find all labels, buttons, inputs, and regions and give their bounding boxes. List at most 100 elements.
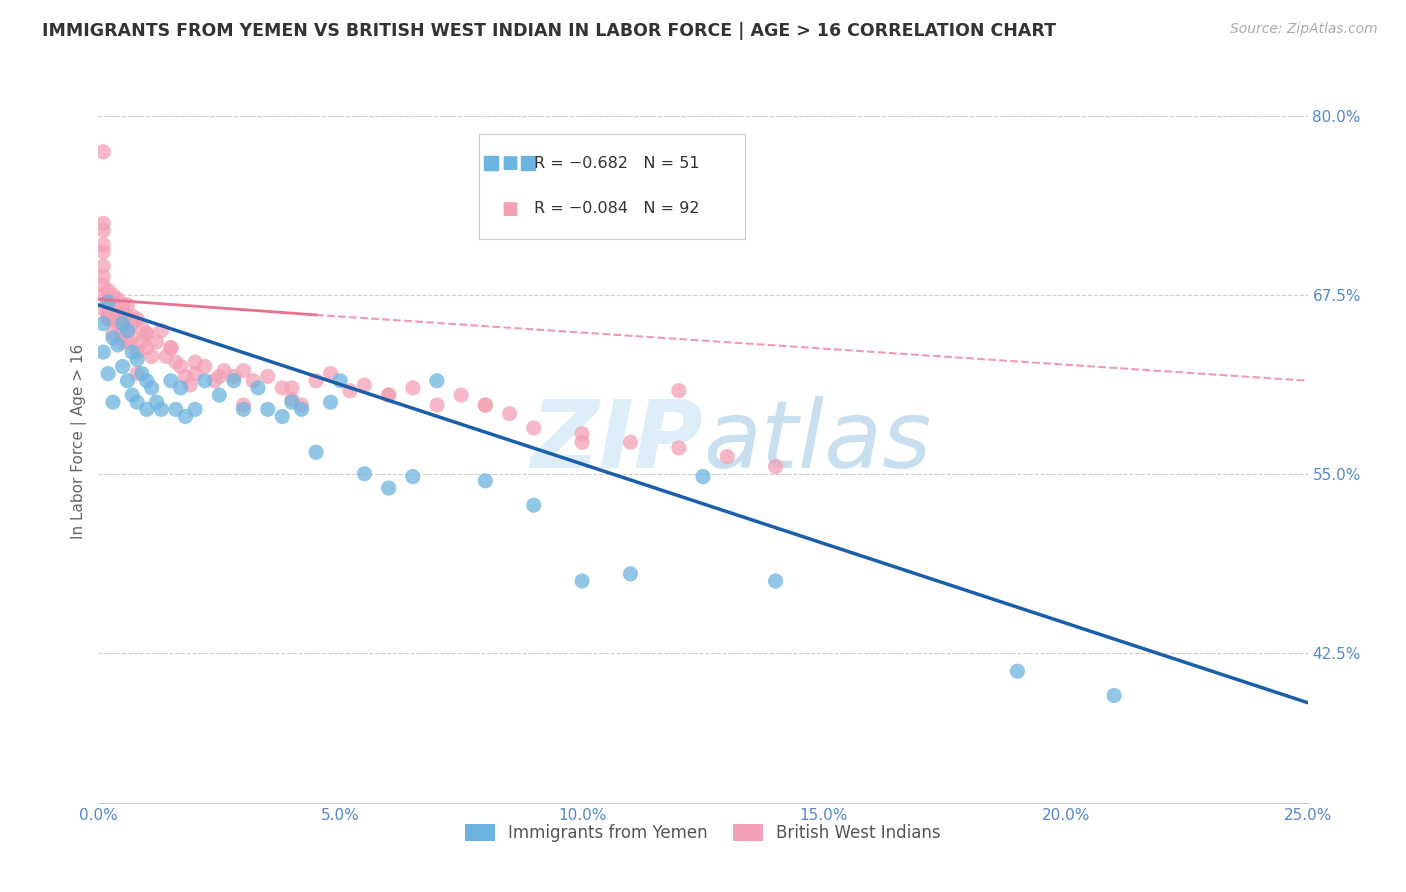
Point	[222, 374, 245, 388]
Point	[131, 335, 153, 350]
Point	[271, 409, 294, 424]
Point	[329, 374, 352, 388]
Point	[117, 374, 139, 388]
Point	[290, 398, 312, 412]
Point	[135, 326, 157, 341]
Point	[194, 374, 217, 388]
Legend: Immigrants from Yemen, British West Indians: Immigrants from Yemen, British West Indi…	[458, 817, 948, 848]
Point	[91, 277, 114, 292]
Point	[101, 302, 124, 317]
Point	[111, 359, 134, 374]
Point	[91, 288, 114, 302]
Point	[145, 335, 167, 350]
Text: R = −0.084   N = 92: R = −0.084 N = 92	[534, 202, 699, 217]
Point	[111, 324, 134, 338]
Point	[165, 355, 187, 369]
Point	[107, 317, 129, 331]
Text: atlas: atlas	[703, 396, 931, 487]
Point	[121, 388, 143, 402]
Point	[184, 355, 207, 369]
Point	[97, 298, 120, 312]
Y-axis label: In Labor Force | Age > 16: In Labor Force | Age > 16	[72, 344, 87, 539]
Point	[111, 306, 134, 320]
Point	[208, 369, 231, 384]
Point	[91, 244, 114, 259]
Point	[571, 574, 593, 588]
Point	[165, 402, 187, 417]
Point	[160, 341, 183, 355]
Point	[117, 298, 139, 312]
Point	[121, 331, 143, 345]
Point	[127, 345, 149, 359]
Point	[281, 395, 304, 409]
Point	[426, 398, 449, 412]
Point	[692, 469, 714, 483]
Point	[91, 269, 114, 284]
Point	[117, 324, 139, 338]
Point	[377, 388, 399, 402]
Text: Source: ZipAtlas.com: Source: ZipAtlas.com	[1230, 22, 1378, 37]
Point	[256, 369, 278, 384]
Point	[619, 566, 641, 581]
Point	[150, 402, 173, 417]
Point	[204, 374, 226, 388]
Point	[91, 345, 114, 359]
Point	[169, 359, 191, 374]
Text: ■: ■	[501, 200, 517, 218]
Point	[97, 292, 120, 306]
Point	[281, 392, 304, 407]
Point	[523, 498, 546, 512]
Point	[127, 352, 149, 367]
Point	[101, 288, 124, 302]
Point	[247, 381, 270, 395]
Point	[135, 326, 157, 341]
Point	[353, 467, 375, 481]
Point	[127, 312, 149, 326]
Point	[571, 426, 593, 441]
Point	[765, 459, 787, 474]
Text: ZIP: ZIP	[530, 395, 703, 488]
Point	[174, 369, 197, 384]
Point	[353, 378, 375, 392]
Point	[402, 469, 425, 483]
Point	[232, 398, 254, 412]
Point	[91, 260, 114, 274]
Point	[101, 331, 124, 345]
Point	[111, 312, 134, 326]
Point	[141, 350, 163, 364]
Point	[107, 302, 129, 317]
Point	[281, 381, 304, 395]
Point	[91, 223, 114, 237]
Point	[155, 350, 177, 364]
Point	[117, 310, 139, 324]
Point	[184, 367, 207, 381]
Point	[319, 395, 342, 409]
Point	[271, 381, 294, 395]
Point	[232, 364, 254, 378]
Point	[474, 474, 496, 488]
Point	[111, 312, 134, 326]
Point	[150, 324, 173, 338]
Point	[160, 341, 183, 355]
Point	[117, 335, 139, 350]
Point	[232, 402, 254, 417]
Point	[179, 378, 201, 392]
Point	[523, 421, 546, 435]
Point	[135, 374, 157, 388]
Text: R = −0.682   N = 51: R = −0.682 N = 51	[534, 156, 699, 171]
Point	[127, 367, 149, 381]
Point	[91, 302, 114, 317]
Text: IMMIGRANTS FROM YEMEN VS BRITISH WEST INDIAN IN LABOR FORCE | AGE > 16 CORRELATI: IMMIGRANTS FROM YEMEN VS BRITISH WEST IN…	[42, 22, 1056, 40]
Point	[619, 435, 641, 450]
Point	[91, 237, 114, 252]
Point	[765, 574, 787, 588]
Point	[141, 381, 163, 395]
Point	[1007, 664, 1029, 678]
Point	[107, 338, 129, 352]
Point	[339, 384, 361, 398]
Point	[208, 388, 231, 402]
Point	[97, 284, 120, 298]
Point	[716, 817, 738, 831]
Point	[121, 317, 143, 331]
Point	[111, 317, 134, 331]
